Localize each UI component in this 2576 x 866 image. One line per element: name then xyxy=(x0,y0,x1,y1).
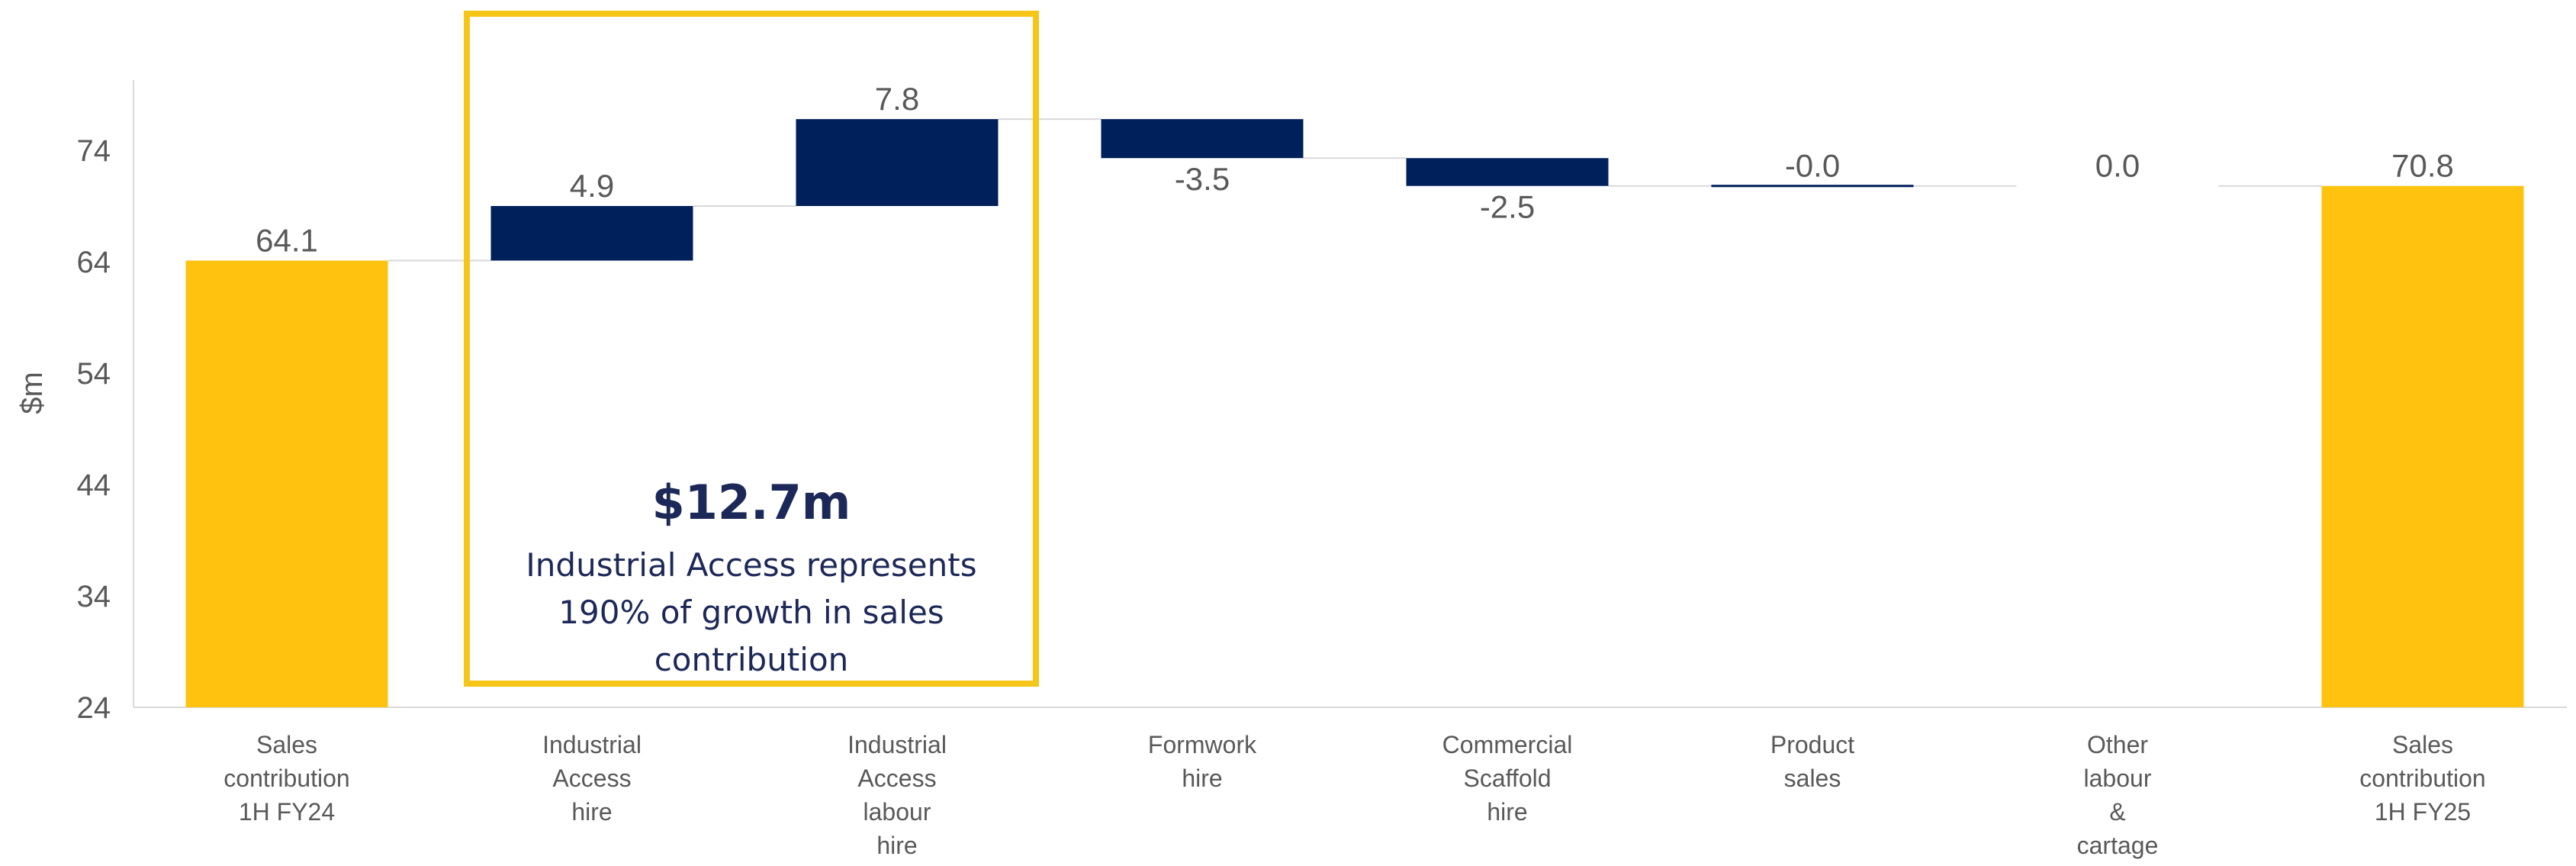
data-label: 70.8 xyxy=(2391,148,2454,184)
y-tick-label: 64 xyxy=(77,246,111,279)
y-tick-label: 54 xyxy=(77,357,111,391)
category-label: hire xyxy=(1487,798,1527,826)
bar xyxy=(2322,186,2524,707)
category-labels: Sales contribution 1H FY24 Industrial Access… xyxy=(224,731,2485,859)
bar xyxy=(1101,119,1304,158)
category-label: 1H FY24 xyxy=(239,798,335,826)
category-label: cartage xyxy=(2077,832,2159,859)
data-label: 64.1 xyxy=(256,223,318,259)
callout-headline: $12.7m xyxy=(470,475,1033,531)
category-label: labour xyxy=(863,798,931,826)
bar xyxy=(186,261,388,707)
category-label: contribution xyxy=(2359,765,2485,792)
category-label: Access xyxy=(552,765,631,792)
category-label: Access xyxy=(857,765,936,792)
category-label: 1H FY25 xyxy=(2375,798,2471,826)
data-label: 0.0 xyxy=(2095,148,2140,184)
data-label: -3.5 xyxy=(1175,161,1230,197)
category-label: Industrial xyxy=(847,731,947,758)
category-label: & xyxy=(2109,798,2125,826)
category-label: Other xyxy=(2087,731,2148,758)
bar xyxy=(1407,158,1609,186)
callout-body: Industrial Access represents 190% of gro… xyxy=(470,542,1033,684)
category-label: hire xyxy=(571,798,612,826)
category-label: Product xyxy=(1770,731,1854,758)
category-label: hire xyxy=(876,832,917,859)
category-label: hire xyxy=(1182,765,1222,792)
data-label: -2.5 xyxy=(1480,189,1535,225)
industrial-access-callout: $12.7m Industrial Access represents 190%… xyxy=(464,11,1039,687)
y-axis-label: $m xyxy=(15,372,49,414)
category-label: Industrial xyxy=(542,731,642,758)
category-label: Scaffold xyxy=(1463,765,1551,792)
category-label: contribution xyxy=(224,765,349,792)
category-label: sales xyxy=(1784,765,1841,792)
y-tick-label: 34 xyxy=(77,580,111,613)
y-tick-label: 74 xyxy=(77,134,111,168)
category-label: labour xyxy=(2084,765,2152,792)
data-label: -0.0 xyxy=(1785,148,1840,184)
category-label: Sales xyxy=(2392,731,2453,758)
chart-axes: 24 34 44 54 64 74 xyxy=(77,80,2568,725)
bar xyxy=(1712,185,1914,187)
category-label: Commercial xyxy=(1442,731,1573,758)
category-label: Formwork xyxy=(1148,731,1257,758)
callout-text: $12.7m Industrial Access represents 190%… xyxy=(470,475,1033,684)
y-tick-label: 44 xyxy=(77,468,111,502)
y-tick-label: 24 xyxy=(77,691,111,725)
category-label: Sales xyxy=(256,731,317,758)
